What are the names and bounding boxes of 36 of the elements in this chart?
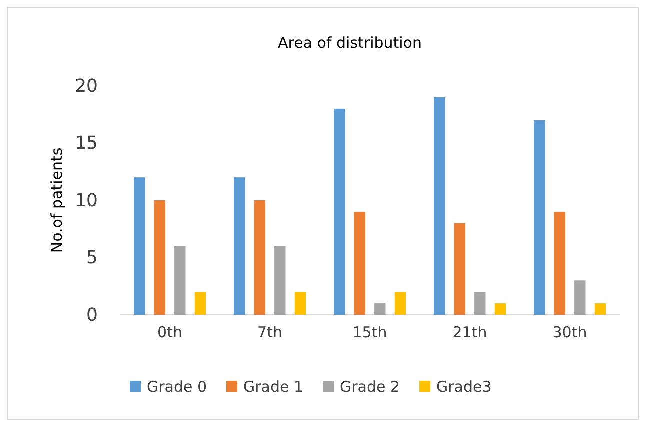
bar bbox=[574, 280, 586, 315]
bar bbox=[354, 212, 366, 315]
bar bbox=[294, 292, 306, 315]
bar bbox=[134, 178, 146, 315]
bar bbox=[154, 200, 166, 315]
x-tick-label: 0th bbox=[158, 324, 182, 342]
legend-label: Grade 1 bbox=[244, 378, 304, 396]
y-tick-label: 20 bbox=[75, 76, 98, 97]
y-tick-label: 0 bbox=[86, 304, 98, 326]
x-tick-label: 7th bbox=[258, 324, 282, 342]
x-tick-label: 15th bbox=[352, 324, 388, 342]
bar bbox=[174, 246, 186, 315]
y-axis-title: No.of patients bbox=[48, 148, 66, 254]
chart-title: Area of distribution bbox=[278, 34, 422, 52]
bar bbox=[594, 304, 606, 315]
bar bbox=[234, 178, 246, 315]
bar bbox=[274, 246, 286, 315]
bar bbox=[474, 292, 486, 315]
bar bbox=[494, 304, 506, 315]
bar bbox=[394, 292, 406, 315]
y-tick-label: 10 bbox=[75, 190, 98, 212]
bar bbox=[434, 97, 446, 315]
legend-label: Grade3 bbox=[436, 378, 492, 396]
legend-label: Grade 2 bbox=[340, 378, 400, 396]
bar bbox=[374, 304, 386, 315]
bar bbox=[534, 120, 546, 315]
y-tick-label: 5 bbox=[86, 248, 98, 269]
bar bbox=[194, 292, 206, 315]
bar bbox=[254, 200, 266, 315]
x-tick-label: 30th bbox=[552, 324, 588, 342]
legend-label: Grade 0 bbox=[147, 378, 208, 396]
y-tick-label: 15 bbox=[75, 133, 98, 154]
bar bbox=[554, 212, 566, 315]
x-tick-label: 21th bbox=[452, 324, 488, 342]
bar bbox=[334, 108, 346, 315]
bar bbox=[454, 223, 466, 315]
